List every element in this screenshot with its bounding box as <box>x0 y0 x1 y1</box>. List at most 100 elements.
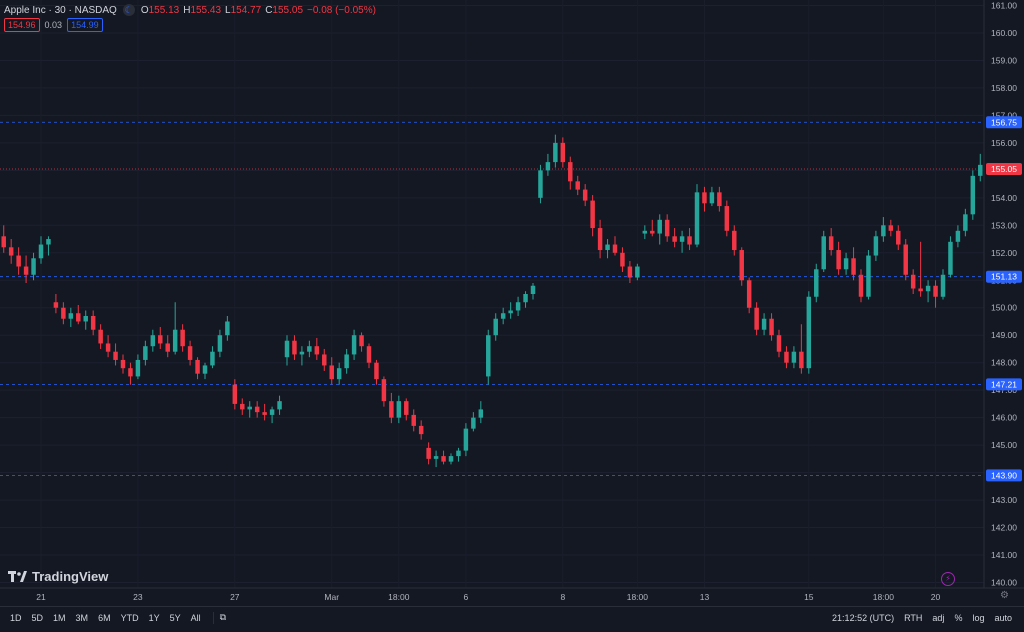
candle[interactable] <box>978 153 983 182</box>
candle[interactable] <box>396 395 402 424</box>
candle[interactable] <box>143 340 148 366</box>
range-5y[interactable]: 5Y <box>169 612 181 623</box>
candle[interactable] <box>896 225 901 251</box>
candle[interactable] <box>269 406 275 424</box>
candle[interactable] <box>873 230 879 262</box>
candle[interactable] <box>806 291 812 374</box>
candle[interactable] <box>717 186 722 212</box>
candle[interactable] <box>523 291 528 308</box>
candle[interactable] <box>500 307 506 325</box>
candle[interactable] <box>881 217 886 242</box>
candle[interactable] <box>784 346 789 369</box>
candle[interactable] <box>165 335 170 358</box>
candle[interactable] <box>307 340 312 358</box>
candle[interactable] <box>746 277 752 314</box>
candle[interactable] <box>493 313 498 341</box>
candle[interactable] <box>418 420 424 440</box>
candle[interactable] <box>739 247 744 286</box>
candle[interactable] <box>635 263 640 281</box>
candle[interactable] <box>172 302 178 355</box>
candle[interactable] <box>61 302 66 325</box>
candle[interactable] <box>515 296 521 316</box>
candle[interactable] <box>68 307 74 327</box>
candle[interactable] <box>664 214 670 242</box>
session-button[interactable]: RTH <box>904 612 923 623</box>
candle[interactable] <box>98 324 103 349</box>
candle[interactable] <box>76 304 81 325</box>
candle[interactable] <box>657 214 662 245</box>
candle[interactable] <box>38 236 44 264</box>
candle[interactable] <box>150 329 156 352</box>
candle[interactable] <box>836 241 841 275</box>
candle[interactable] <box>389 392 394 424</box>
candle[interactable] <box>210 346 215 369</box>
candle[interactable] <box>16 247 21 275</box>
candle[interactable] <box>120 354 126 374</box>
candle[interactable] <box>299 346 305 366</box>
candle[interactable] <box>963 208 968 237</box>
candle[interactable] <box>441 450 446 465</box>
candle[interactable] <box>254 401 260 418</box>
tradingview-logo[interactable]: TradingView <box>8 569 108 584</box>
candle[interactable] <box>336 362 342 385</box>
candle[interactable] <box>560 137 566 168</box>
range-1m[interactable]: 1M <box>53 612 66 623</box>
candle[interactable] <box>814 263 819 303</box>
candle[interactable] <box>426 442 431 465</box>
symbol-title[interactable]: Apple Inc · 30 · NASDAQ <box>4 4 117 16</box>
sell-button[interactable]: 154.96 <box>4 18 40 32</box>
candle[interactable] <box>903 239 908 281</box>
candle[interactable] <box>970 170 976 220</box>
candle[interactable] <box>538 164 543 204</box>
candle[interactable] <box>732 225 737 256</box>
candle[interactable] <box>1 225 6 253</box>
candle[interactable] <box>359 332 364 352</box>
candle[interactable] <box>366 343 372 369</box>
lightning-icon[interactable]: ⚡ <box>941 572 955 586</box>
candle[interactable] <box>478 401 484 424</box>
candle[interactable] <box>314 337 320 360</box>
candle[interactable] <box>508 302 513 319</box>
candle[interactable] <box>411 409 416 432</box>
candle[interactable] <box>575 175 580 196</box>
candle[interactable] <box>217 329 223 358</box>
candle[interactable] <box>113 343 118 366</box>
candle[interactable] <box>322 348 327 371</box>
log-button[interactable]: log <box>972 612 985 623</box>
candle[interactable] <box>404 398 409 421</box>
candle[interactable] <box>821 230 826 273</box>
candle[interactable] <box>679 230 685 253</box>
candle[interactable] <box>888 219 894 237</box>
candle[interactable] <box>381 376 387 407</box>
candle[interactable] <box>709 186 715 207</box>
candle[interactable] <box>351 329 357 360</box>
candle[interactable] <box>329 357 334 385</box>
candle[interactable] <box>769 313 774 341</box>
price-scale[interactable] <box>984 0 1024 588</box>
candle[interactable] <box>46 236 51 256</box>
candle[interactable] <box>202 362 208 380</box>
candle[interactable] <box>948 236 953 278</box>
candle[interactable] <box>851 247 856 281</box>
candle[interactable] <box>694 184 700 248</box>
candle[interactable] <box>448 453 454 465</box>
candle[interactable] <box>23 255 29 284</box>
candle[interactable] <box>90 310 96 336</box>
candle[interactable] <box>105 335 111 358</box>
candle[interactable] <box>530 283 536 300</box>
range-1d[interactable]: 1D <box>10 612 22 623</box>
candle[interactable] <box>672 228 677 248</box>
auto-button[interactable]: auto <box>994 612 1012 623</box>
candle[interactable] <box>776 329 782 358</box>
range-5d[interactable]: 5D <box>31 612 44 623</box>
candle[interactable] <box>374 359 379 385</box>
candle[interactable] <box>292 335 297 360</box>
candle[interactable] <box>83 310 88 330</box>
candle[interactable] <box>702 186 707 212</box>
candle[interactable] <box>135 354 141 380</box>
adj-button[interactable]: adj <box>932 612 945 623</box>
candle[interactable] <box>761 313 767 336</box>
candle[interactable] <box>687 228 692 251</box>
